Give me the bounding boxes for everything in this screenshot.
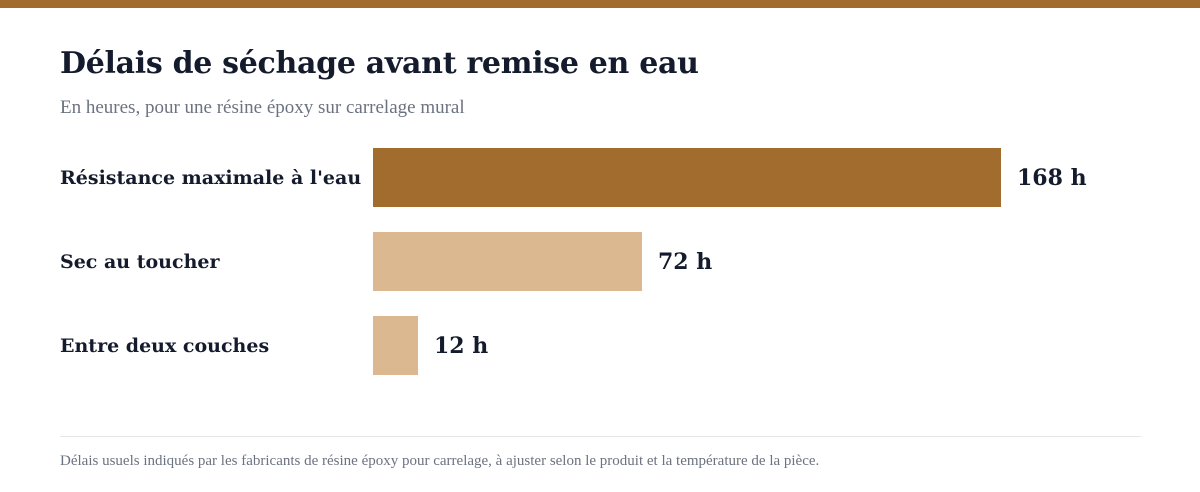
value-label: 168 h — [1017, 164, 1087, 191]
category-label: Sec au toucher — [60, 250, 220, 273]
category-label: Entre deux couches — [60, 334, 270, 357]
chart-subtitle: En heures, pour une résine époxy sur car… — [60, 97, 465, 118]
source-note: Délais usuels indiqués par les fabricant… — [60, 453, 820, 469]
value-label: 72 h — [658, 248, 713, 275]
category-label: Résistance maximale à l'eau — [60, 166, 362, 189]
footer-divider — [60, 436, 1141, 437]
chart-title: Délais de séchage avant remise en eau — [60, 46, 699, 81]
bar-chart: Résistance maximale à l'eau 168 h Sec au t… — [60, 148, 1087, 375]
top-accent-band — [0, 0, 1200, 8]
bar — [373, 232, 642, 291]
bar — [373, 316, 418, 375]
value-label: 12 h — [434, 332, 489, 359]
bar — [373, 148, 1001, 207]
